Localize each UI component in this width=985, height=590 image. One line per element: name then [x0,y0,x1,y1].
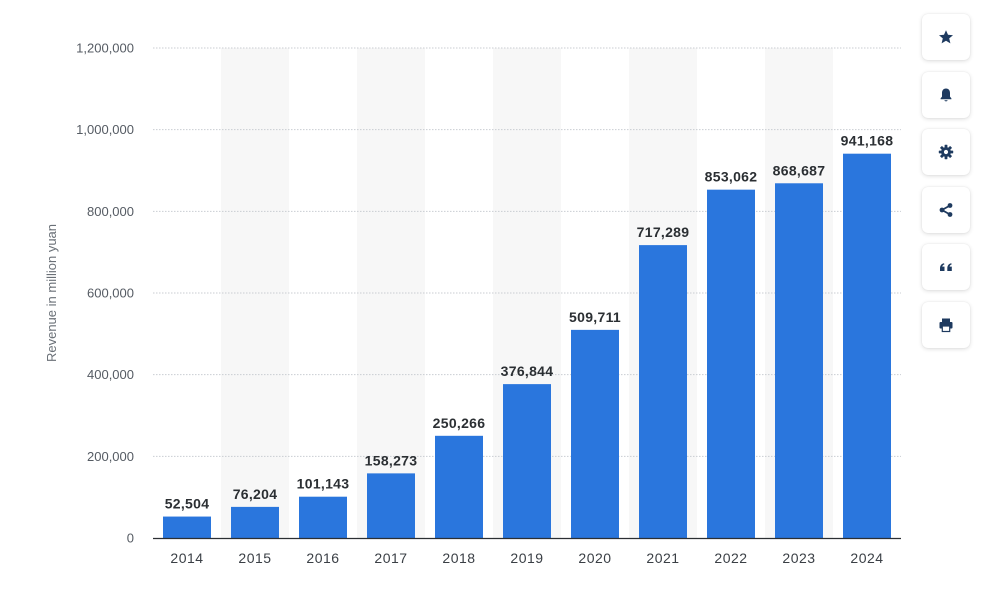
print-button[interactable] [922,301,970,348]
y-tick-label: 1,200,000 [76,41,134,56]
x-tick-label: 2020 [578,550,611,566]
bar [435,435,483,538]
bar [843,153,891,538]
x-tick-label: 2015 [238,550,271,566]
data-label: 250,266 [433,415,486,431]
bar [707,189,755,538]
data-label: 509,711 [569,309,621,325]
bar [639,245,687,538]
data-label: 76,204 [233,486,278,502]
x-tick-label: 2022 [714,550,747,566]
settings-button[interactable] [922,129,970,175]
data-label: 101,143 [297,476,350,492]
y-tick-label: 1,000,000 [76,122,134,137]
x-tick-label: 2016 [306,550,339,566]
y-tick-label: 800,000 [87,204,134,219]
x-tick-label: 2017 [374,550,407,566]
print-icon [939,318,953,332]
y-axis-ticks: 0 200,000 400,000 600,000 800,000 1,000,000 1,… [76,41,134,546]
x-tick-label: 2019 [510,550,543,566]
y-tick-label: 400,000 [87,367,134,382]
data-label: 941,168 [841,133,894,149]
x-tick-label: 2024 [850,550,883,566]
data-label: 868,687 [773,162,826,178]
bar [163,516,211,538]
bar [231,506,279,538]
data-label: 853,062 [705,169,758,185]
y-tick-label: 200,000 [87,449,134,464]
x-tick-label: 2021 [646,550,679,566]
gear-icon [938,144,954,160]
bar [503,384,551,538]
data-label: 52,504 [165,496,210,512]
data-label: 717,289 [637,224,690,240]
y-axis-label: Revenue in million yuan [44,224,59,362]
quote-icon [940,263,952,271]
data-labels: 52,504 76,204 101,143 158,273 250,266 376,844… [165,133,894,512]
y-tick-label: 0 [127,531,134,546]
share-button[interactable] [922,186,970,233]
bell-icon [940,88,952,101]
data-label: 376,844 [501,363,554,379]
x-axis-ticks: 2014 2015 2016 2017 2018 2019 2020 2021 2022 2023… [170,550,883,566]
bar-chart: 0 200,000 400,000 600,000 800,000 1,000,000 1,… [44,41,901,566]
share-icon [939,202,953,217]
bar [775,183,823,539]
notification-button[interactable] [922,71,970,118]
bar [367,473,415,538]
y-tick-label: 600,000 [87,286,134,301]
cite-button[interactable] [922,244,970,290]
bar [299,496,347,538]
bar [571,329,619,538]
x-tick-label: 2018 [442,550,475,566]
star-icon [939,30,953,44]
x-tick-label: 2023 [782,550,815,566]
favorite-button[interactable] [922,14,970,60]
chart-toolbar [922,14,970,359]
data-label: 158,273 [365,452,418,468]
x-tick-label: 2014 [170,550,203,566]
chart-container: 0 200,000 400,000 600,000 800,000 1,000,000 1,… [44,41,901,566]
bars [163,153,891,539]
